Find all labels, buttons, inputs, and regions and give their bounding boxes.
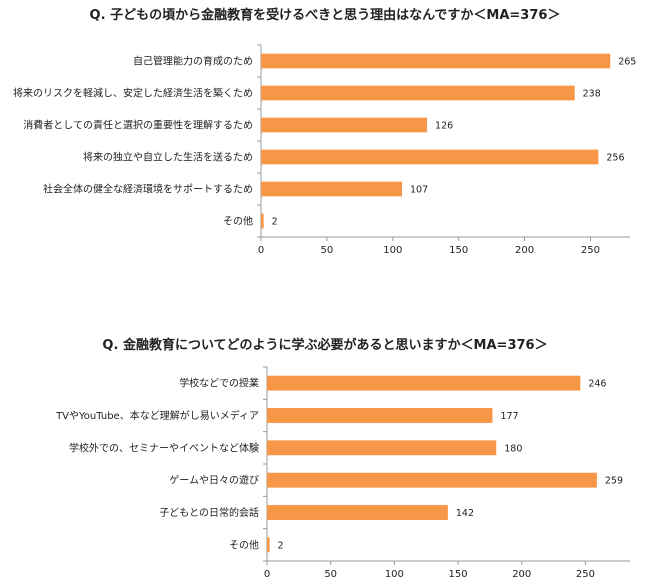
data-label: 238 xyxy=(583,89,601,100)
bar xyxy=(267,408,493,423)
tick-label: 0 xyxy=(258,245,264,256)
tick-label: 200 xyxy=(515,245,534,256)
category-label: 学校外での、セミナーやイベントなど体験 xyxy=(69,441,259,454)
tick-label: 50 xyxy=(324,569,337,580)
category-label: 子どもとの日常的会話 xyxy=(159,506,259,519)
data-label: 107 xyxy=(410,185,428,196)
tick-label: 100 xyxy=(383,245,402,256)
data-label: 2 xyxy=(272,217,278,228)
bar xyxy=(267,537,270,553)
chart-reasons-plot: 265 自己管理能力の育成のため 238 将来のリスクを軽減し、安定した経済生活を築く… xyxy=(13,44,636,256)
category-label: 消費者としての責任と選択の重要性を理解するため xyxy=(23,119,253,132)
bar xyxy=(261,181,403,197)
chart-methods: Q. 金融教育についてどのように学ぶ必要があると思いますか＜MA=376＞ 24… xyxy=(0,330,650,584)
tick-label: 250 xyxy=(576,569,595,580)
tick-label: 150 xyxy=(449,569,468,580)
category-label: 自己管理能力の育成のため xyxy=(133,55,253,68)
bar xyxy=(261,85,575,101)
category-label: その他 xyxy=(223,215,253,228)
tick-label: 200 xyxy=(512,569,531,580)
category-label: ゲームや日々の遊び xyxy=(169,474,259,487)
tick-label: 50 xyxy=(321,245,334,256)
data-label: 177 xyxy=(500,411,518,422)
tick-label: 100 xyxy=(385,569,404,580)
data-label: 180 xyxy=(504,443,522,454)
category-label: TVやYouTube、本など理解がし易いメディア xyxy=(55,409,259,422)
category-label: その他 xyxy=(229,538,259,551)
category-label: 将来の独立や自立した生活を送るため xyxy=(83,151,253,164)
data-label: 259 xyxy=(605,476,623,487)
data-label: 142 xyxy=(456,508,474,519)
data-label: 246 xyxy=(588,379,606,390)
data-label: 126 xyxy=(435,121,453,132)
chart-title: Q. 子どもの頃から金融教育を受けるべきと思う理由はなんですか＜MA=376＞ xyxy=(89,8,561,23)
bar xyxy=(261,117,428,133)
chart-title: Q. 金融教育についてどのように学ぶ必要があると思いますか＜MA=376＞ xyxy=(102,338,548,353)
tick-label: 150 xyxy=(449,245,468,256)
category-label: 社会全体の健全な経済環境をサポートするため xyxy=(43,183,253,196)
bar xyxy=(267,505,448,520)
bar xyxy=(261,213,264,229)
tick-label: 0 xyxy=(264,569,270,580)
category-label: 将来のリスクを軽減し、安定した経済生活を築くため xyxy=(13,87,253,100)
chart-methods-plot: 246 学校などでの授業 177 TVやYouTube、本など理解がし易いメディア 18… xyxy=(55,366,630,580)
bar xyxy=(261,53,611,69)
data-label: 2 xyxy=(278,540,284,551)
data-label: 265 xyxy=(618,57,636,68)
data-label: 256 xyxy=(606,153,624,164)
bar xyxy=(267,440,497,456)
category-label: 学校などでの授業 xyxy=(179,377,259,390)
tick-label: 250 xyxy=(581,245,600,256)
chart-reasons: Q. 子どもの頃から金融教育を受けるべきと思う理由はなんですか＜MA=376＞ … xyxy=(0,0,650,290)
bar xyxy=(267,472,597,488)
bar xyxy=(261,149,599,165)
bar xyxy=(267,375,581,391)
